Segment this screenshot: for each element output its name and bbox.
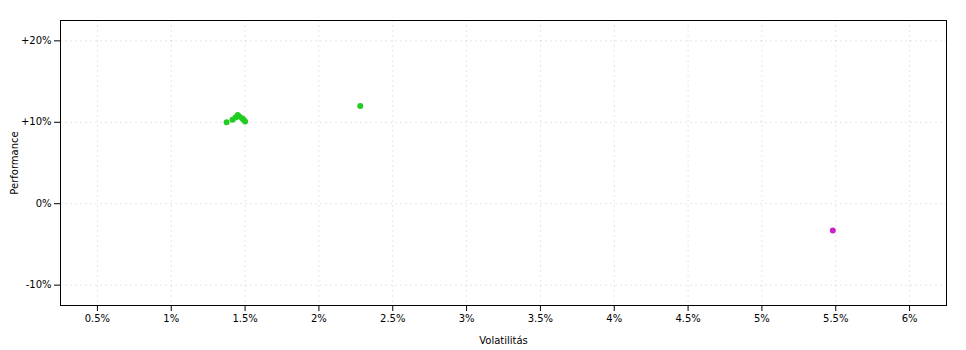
svg-text:+20%: +20% <box>21 35 52 46</box>
svg-text:0%: 0% <box>36 198 52 209</box>
svg-text:4%: 4% <box>606 313 622 324</box>
svg-text:2%: 2% <box>311 313 327 324</box>
svg-text:Volatilitás: Volatilitás <box>479 335 528 346</box>
svg-text:-10%: -10% <box>26 279 52 290</box>
svg-text:0.5%: 0.5% <box>85 313 110 324</box>
svg-text:3%: 3% <box>459 313 475 324</box>
svg-text:6%: 6% <box>902 313 918 324</box>
svg-text:5%: 5% <box>754 313 770 324</box>
svg-text:1%: 1% <box>163 313 179 324</box>
svg-text:4.5%: 4.5% <box>675 313 700 324</box>
svg-text:5.5%: 5.5% <box>823 313 848 324</box>
svg-text:1.5%: 1.5% <box>232 313 257 324</box>
svg-text:+10%: +10% <box>21 116 52 127</box>
svg-text:2.5%: 2.5% <box>380 313 405 324</box>
svg-text:Performance: Performance <box>9 131 20 194</box>
svg-text:3.5%: 3.5% <box>528 313 553 324</box>
